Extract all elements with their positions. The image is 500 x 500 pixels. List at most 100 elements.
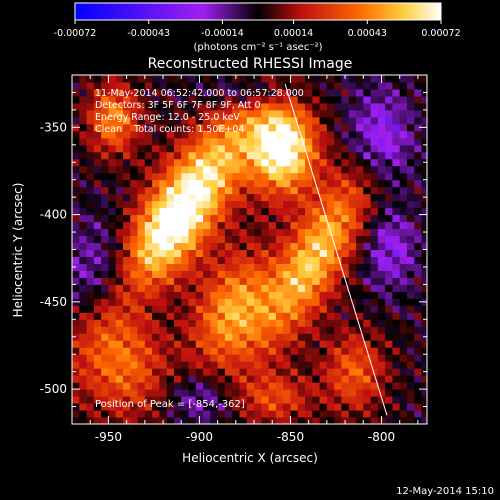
heatmap-cell — [297, 75, 306, 83]
heatmap-cell — [319, 165, 328, 174]
heatmap-cell — [122, 228, 131, 237]
heatmap-cell — [326, 151, 335, 160]
heatmap-cell — [144, 186, 153, 195]
heatmap-cell — [385, 221, 393, 230]
heatmap-cell — [159, 235, 168, 244]
heatmap-cell — [101, 417, 109, 424]
heatmap-cell — [392, 109, 401, 118]
heatmap-cell — [319, 109, 328, 118]
heatmap-cell — [166, 417, 175, 424]
heatmap-cell — [93, 95, 102, 104]
heatmap-cell — [173, 151, 182, 160]
heatmap-cell — [268, 403, 277, 411]
heatmap-cell — [290, 410, 299, 418]
heatmap-cell — [392, 382, 401, 390]
heatmap-cell — [392, 256, 401, 264]
heatmap-cell — [239, 410, 248, 418]
heatmap-cell — [268, 235, 277, 244]
heatmap-cell — [188, 340, 197, 348]
heatmap-cell — [414, 270, 423, 278]
heatmap-cell — [334, 403, 342, 411]
colorbar-tick-label: -0.00014 — [201, 28, 244, 39]
heatmap-cell — [195, 88, 204, 97]
heatmap-cell — [210, 263, 219, 271]
heatmap-cell — [421, 172, 427, 181]
heatmap-cell — [159, 249, 168, 257]
heatmap-cell — [137, 263, 146, 271]
heatmap-cell — [239, 221, 248, 230]
heatmap-cell — [210, 193, 219, 202]
heatmap-cell — [93, 228, 102, 237]
heatmap-cell — [305, 221, 313, 230]
heatmap-cell — [166, 340, 175, 348]
heatmap-cell — [421, 200, 427, 209]
heatmap-cell — [326, 221, 335, 230]
heatmap-cell — [122, 375, 131, 383]
heatmap-cell — [254, 179, 262, 188]
heatmap-cell — [108, 333, 117, 341]
heatmap-cell — [312, 340, 321, 348]
heatmap-cell — [399, 347, 408, 355]
heatmap-cell — [297, 200, 306, 209]
heatmap-cell — [195, 186, 204, 195]
heatmap-cell — [348, 396, 357, 404]
heatmap-cell — [144, 277, 153, 285]
heatmap-cell — [86, 221, 95, 230]
heatmap-cell — [115, 186, 124, 195]
heatmap-cell — [254, 298, 262, 306]
heatmap-cell — [297, 116, 306, 125]
heatmap-cell — [356, 235, 364, 244]
heatmap-cell — [101, 319, 109, 327]
heatmap-cell — [232, 263, 240, 271]
heatmap-cell — [101, 214, 109, 223]
heatmap-cell — [275, 228, 284, 237]
heatmap-cell — [217, 144, 226, 153]
heatmap-cell — [406, 326, 415, 334]
heatmap-cell — [101, 158, 109, 167]
heatmap-cell — [305, 312, 313, 320]
heatmap-cell — [341, 305, 350, 313]
heatmap-cell — [370, 207, 379, 216]
heatmap-cell — [377, 375, 386, 383]
heatmap-cell — [297, 102, 306, 111]
heatmap-cell — [152, 361, 160, 369]
heatmap-cell — [86, 270, 95, 278]
heatmap-cell — [406, 298, 415, 306]
heatmap-cell — [188, 396, 197, 404]
heatmap-cell — [399, 340, 408, 348]
heatmap-cell — [363, 116, 372, 125]
heatmap-cell — [210, 137, 219, 146]
heatmap-cell — [297, 312, 306, 320]
heatmap-cell — [312, 375, 321, 383]
heatmap-cell — [152, 256, 160, 264]
heatmap-cell — [348, 326, 357, 334]
heatmap-cell — [203, 291, 211, 299]
heatmap-cell — [283, 151, 291, 160]
heatmap-cell — [341, 312, 350, 320]
heatmap-cell — [283, 256, 291, 264]
heatmap-cell — [239, 144, 248, 153]
heatmap-cell — [254, 186, 262, 195]
heatmap-cell — [188, 75, 197, 83]
heatmap-cell — [86, 263, 95, 271]
heatmap-cell — [108, 144, 117, 153]
heatmap-cell — [275, 200, 284, 209]
heatmap-cell — [195, 81, 204, 90]
heatmap-cell — [217, 312, 226, 320]
heatmap-cell — [254, 284, 262, 292]
heatmap-cell — [406, 172, 415, 181]
heatmap-cell — [188, 375, 197, 383]
heatmap-cell — [137, 291, 146, 299]
heatmap-cell — [224, 270, 233, 278]
heatmap-cell — [246, 291, 255, 299]
heatmap-cell — [79, 207, 88, 216]
heatmap-cell — [79, 410, 88, 418]
heatmap-cell — [232, 102, 240, 111]
heatmap-cell — [210, 81, 219, 90]
heatmap-cell — [210, 228, 219, 237]
heatmap-cell — [101, 130, 109, 139]
heatmap-cell — [414, 396, 423, 404]
heatmap-cell — [414, 235, 423, 244]
heatmap-cell — [312, 305, 321, 313]
heatmap-cell — [101, 228, 109, 237]
